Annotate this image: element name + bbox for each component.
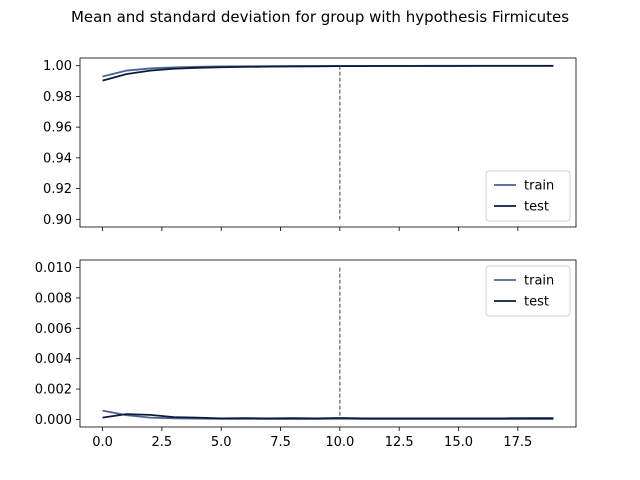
legend-label-test: test <box>524 295 549 310</box>
panel-top-mean: 0.90 0.92 0.94 0.96 0.98 1.00 train test <box>43 57 577 231</box>
chart-title: Mean and standard deviation for group wi… <box>71 8 569 26</box>
legend-box <box>485 170 571 222</box>
y-tick-label: 0.94 <box>43 151 72 166</box>
legend: train test <box>485 265 571 317</box>
series-line-test <box>102 413 554 420</box>
legend-box <box>485 265 571 317</box>
legend: train test <box>485 170 571 222</box>
x-tick-label: 5.0 <box>211 435 232 450</box>
x-tick-label: 15.0 <box>444 435 473 450</box>
y-tick-label: 0.002 <box>35 383 72 398</box>
x-tick-label: 7.5 <box>270 435 291 450</box>
axes-frame <box>79 259 577 428</box>
legend-label-train: train <box>524 179 554 194</box>
y-tick-label: 0.006 <box>35 322 72 337</box>
y-tick-label: 0.90 <box>43 213 72 228</box>
legend-label-test: test <box>524 200 549 215</box>
y-tick-label: 0.000 <box>35 413 72 428</box>
x-tick-label: 0.0 <box>92 435 113 450</box>
y-tick-label: 0.010 <box>35 261 72 276</box>
axes-frame <box>79 57 577 228</box>
y-tick-label: 1.00 <box>43 59 72 74</box>
x-tick-label: 2.5 <box>152 435 173 450</box>
x-tick-label: 17.5 <box>503 435 532 450</box>
y-tick-label: 0.92 <box>43 182 72 197</box>
x-tick-label: 10.0 <box>325 435 354 450</box>
y-tick-label: 0.004 <box>35 352 72 367</box>
x-tick-label: 12.5 <box>385 435 414 450</box>
legend-label-train: train <box>524 274 554 289</box>
y-tick-label: 0.98 <box>43 90 72 105</box>
y-tick-label: 0.96 <box>43 121 72 136</box>
series-line-test <box>102 64 554 82</box>
series-line-train <box>102 64 554 78</box>
panel-bottom-std: 0.000 0.002 0.004 0.006 0.008 0.010 0.0 2.5 5.0 7… <box>35 259 577 450</box>
y-tick-label: 0.008 <box>35 291 72 306</box>
